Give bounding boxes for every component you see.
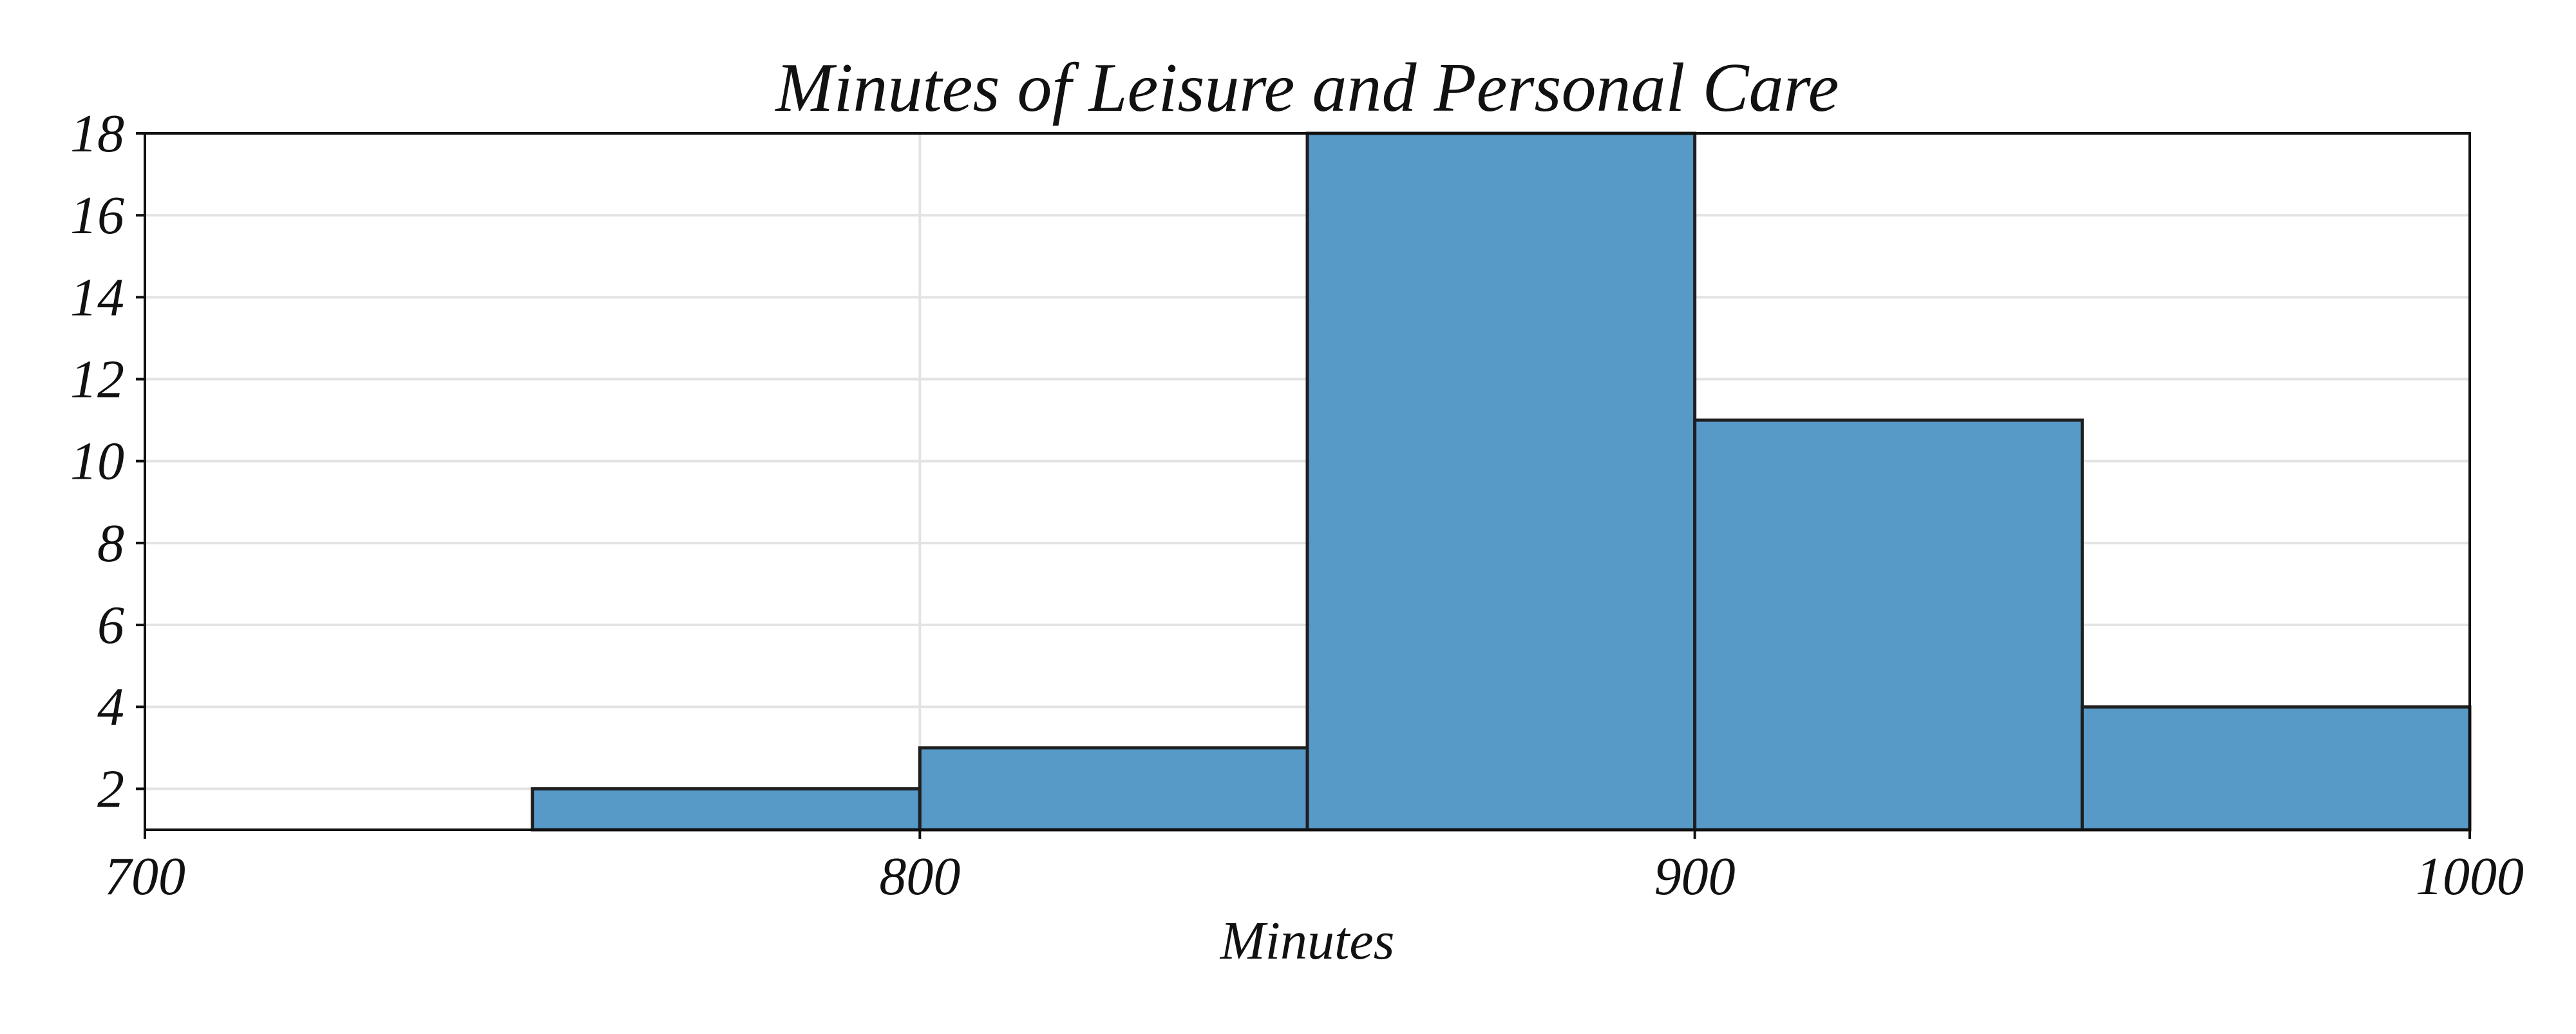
x-tick-label: 700 [104, 847, 185, 906]
x-tick-label: 800 [879, 847, 960, 906]
histogram-bar [1305, 131, 1697, 832]
y-tick-label: 18 [70, 104, 124, 164]
histogram-bar [2080, 705, 2472, 832]
histogram-bar [1693, 418, 2084, 832]
y-tick-label: 8 [97, 513, 124, 573]
axis-ticks: 2 4 6 8 10 12 14 16 18 700 800 900 1000 [70, 104, 2524, 906]
y-tick-label: 4 [97, 677, 124, 737]
y-tick-label: 12 [70, 350, 124, 410]
histogram-bar [531, 787, 922, 832]
x-axis-label: Minutes [1220, 911, 1395, 971]
y-tick-label: 16 [70, 186, 124, 245]
y-tick-label: 14 [70, 267, 124, 327]
plot-frame [144, 132, 2471, 831]
y-tick-label: 6 [97, 595, 124, 655]
x-tick-label: 1000 [2416, 847, 2524, 906]
histogram-bar [918, 746, 1309, 832]
y-tick-label: 2 [97, 759, 124, 819]
bars [531, 131, 2472, 832]
y-tick-label: 10 [70, 432, 124, 492]
x-tick-label: 900 [1654, 847, 1736, 906]
chart-title: Minutes of Leisure and Personal Care [775, 50, 1839, 126]
